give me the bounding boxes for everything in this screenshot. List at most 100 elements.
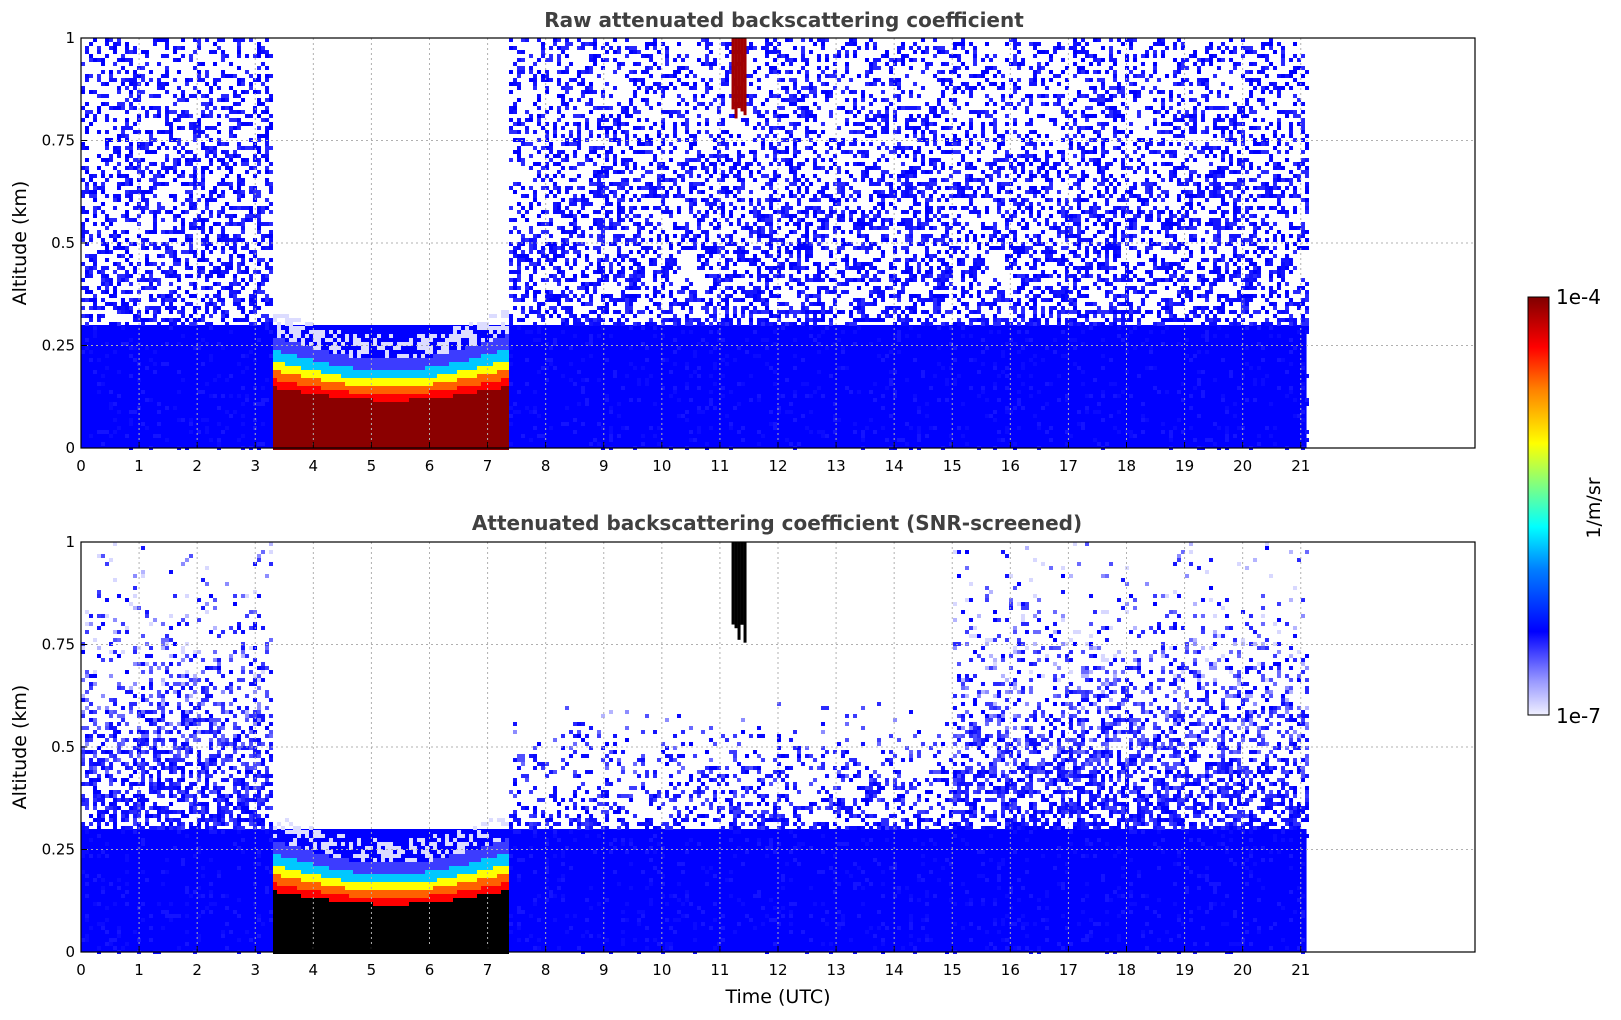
heat-cell (157, 38, 161, 42)
heat-cell (433, 398, 437, 402)
heat-cell (521, 394, 525, 398)
heat-cell (413, 406, 417, 410)
heat-cell (669, 266, 673, 270)
heat-cell (597, 378, 601, 382)
heat-cell (697, 150, 701, 154)
heat-cell (649, 194, 653, 198)
heat-cell (489, 398, 493, 402)
heat-cell (177, 46, 181, 50)
heat-cell (337, 354, 341, 358)
heat-cell (397, 374, 401, 378)
heat-cell (185, 190, 189, 194)
heat-cell (393, 410, 397, 414)
heat-cell (621, 170, 625, 174)
heat-cell (413, 358, 417, 362)
heat-cell (233, 90, 237, 94)
heat-cell (321, 362, 325, 366)
heat-cell (493, 410, 497, 414)
heat-cell (669, 114, 673, 118)
heat-cell (301, 398, 305, 402)
heat-cell (661, 178, 665, 182)
heat-cell (601, 326, 605, 330)
heat-cell (569, 314, 573, 318)
heat-cell (529, 226, 533, 230)
heat-cell (653, 158, 657, 162)
heat-cell (453, 438, 457, 442)
heat-cell (449, 434, 453, 438)
heat-cell (341, 410, 345, 414)
heat-cell (465, 390, 469, 394)
heat-cell (217, 438, 221, 442)
heat-cell (437, 386, 441, 390)
heat-cell (233, 298, 237, 302)
heat-cell (117, 58, 121, 62)
heat-cell (117, 182, 121, 186)
heat-cell (533, 294, 537, 298)
heat-cell (353, 430, 357, 434)
heat-cell (177, 274, 181, 278)
heat-cell (625, 442, 629, 446)
heat-cell (281, 342, 285, 346)
heat-cell (265, 378, 269, 382)
heat-cell (197, 390, 201, 394)
heat-cell (189, 238, 193, 242)
heat-cell (573, 398, 577, 402)
heat-cell (621, 122, 625, 126)
heat-cell (233, 118, 237, 122)
heat-cell (181, 418, 185, 422)
heat-cell (189, 194, 193, 198)
heat-cell (545, 70, 549, 74)
heat-cell (469, 442, 473, 446)
heat-cell (601, 274, 605, 278)
heat-cell (553, 186, 557, 190)
heat-cell (277, 442, 281, 446)
heat-cell (433, 378, 437, 382)
heat-cell (269, 230, 273, 234)
heat-cell (253, 214, 257, 218)
heat-cell (625, 306, 629, 310)
heat-cell (393, 402, 397, 406)
heat-cell (465, 330, 469, 334)
heat-cell (393, 374, 397, 378)
heat-cell (297, 390, 301, 394)
heat-cell (165, 294, 169, 298)
heat-cell (577, 74, 581, 78)
heat-cell (117, 194, 121, 198)
heat-cell (617, 186, 621, 190)
heat-cell (533, 402, 537, 406)
heat-cell (501, 350, 505, 354)
heat-cell (213, 394, 217, 398)
heat-cell (293, 358, 297, 362)
heat-cell (493, 362, 497, 366)
heatmap-layer (81, 38, 1309, 450)
heat-cell (553, 338, 557, 342)
heat-cell (585, 282, 589, 286)
heat-cell (609, 406, 613, 410)
heat-cell (105, 250, 109, 254)
heat-cell (313, 438, 317, 442)
heat-cell (249, 122, 253, 126)
heat-cell (685, 126, 689, 130)
heat-cell (189, 294, 193, 298)
heat-cell (565, 286, 569, 290)
heat-cell (689, 174, 693, 178)
heat-cell (553, 154, 557, 158)
heat-cell (429, 350, 433, 354)
heat-cell (605, 42, 609, 46)
heat-cell (105, 274, 109, 278)
heat-cell (437, 414, 441, 418)
heat-cell (693, 202, 697, 206)
heat-cell (97, 58, 101, 62)
heat-cell (505, 414, 509, 418)
heat-cell (189, 234, 193, 238)
heat-cell (249, 86, 253, 90)
heat-cell (453, 326, 457, 330)
heat-cell (513, 190, 517, 194)
heat-cell (629, 70, 633, 74)
heat-cell (173, 306, 177, 310)
heat-cell (649, 214, 653, 218)
heat-cell (465, 382, 469, 386)
heat-cell (589, 294, 593, 298)
heat-cell (533, 146, 537, 150)
heat-cell (685, 102, 689, 106)
